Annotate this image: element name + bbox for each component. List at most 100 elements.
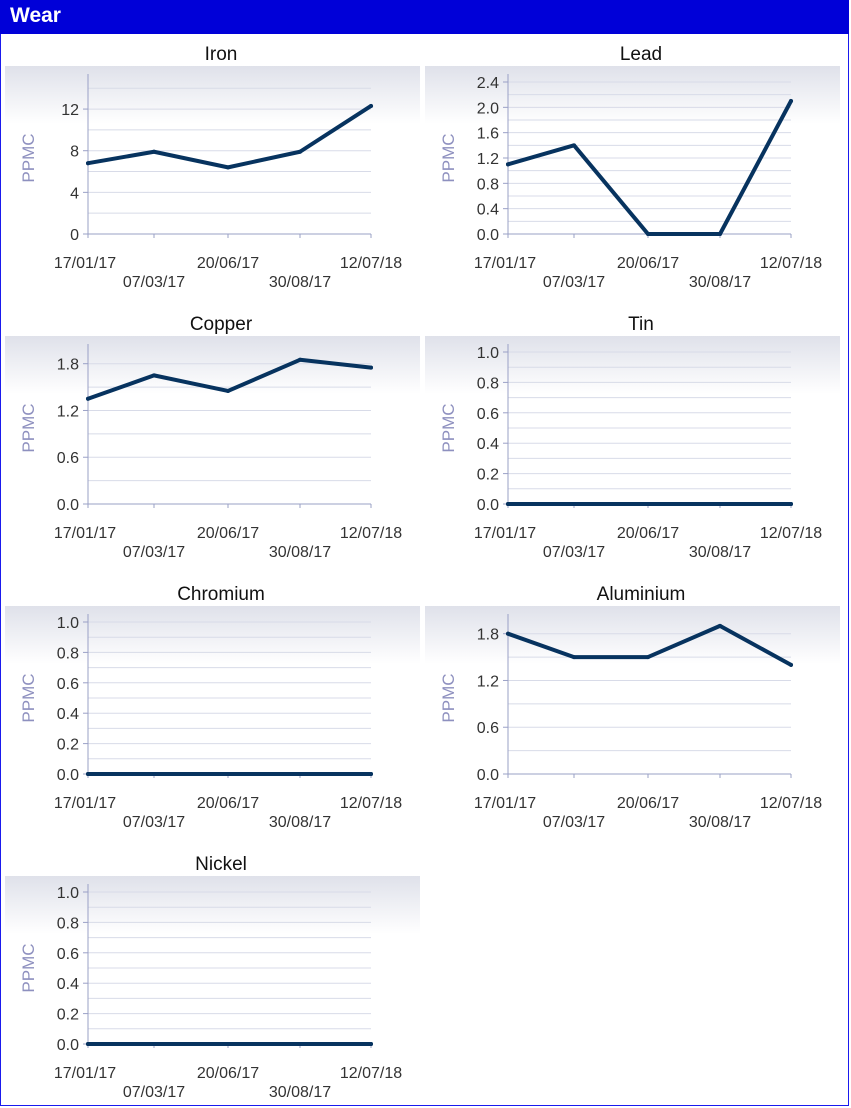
data-point — [298, 1042, 302, 1046]
x-tick-label: 30/08/17 — [689, 814, 751, 831]
y-tick-label: 0.6 — [57, 450, 79, 467]
data-point — [226, 165, 230, 170]
x-tick-label: 20/06/17 — [197, 795, 259, 812]
chart-aluminium: Aluminium 0.0 0.6 1.2 1.8 PPMC 17/01/17 07/03/1… — [425, 584, 840, 831]
data-point — [152, 1042, 156, 1046]
chart-background — [5, 606, 420, 664]
y-tick-label: 0.8 — [57, 915, 79, 932]
y-tick-label: 0.0 — [57, 497, 79, 514]
y-tick-label: 0.0 — [477, 227, 499, 244]
x-tick-label: 17/01/17 — [474, 525, 536, 542]
chart-background — [5, 66, 420, 124]
y-tick-label: 0.0 — [477, 497, 499, 514]
data-point — [226, 772, 230, 776]
chart-title: Copper — [190, 314, 253, 335]
y-axis-label: PPMC — [439, 133, 458, 182]
data-point — [226, 388, 230, 393]
y-tick-label: 1.8 — [57, 357, 79, 374]
data-point — [506, 162, 510, 167]
data-point — [369, 365, 373, 370]
chart-title: Chromium — [177, 584, 265, 605]
y-axis-label: PPMC — [439, 403, 458, 452]
x-tick-label: 17/01/17 — [54, 795, 116, 812]
data-point — [572, 502, 576, 506]
chart-iron: Iron 0 4 8 12 PPMC 17/01/17 07/03/17 20/06/17 30/… — [5, 44, 420, 291]
y-tick-label: 1.2 — [477, 151, 499, 168]
y-tick-label: 8 — [70, 144, 79, 161]
chart-lead: Lead 0.0 0.4 0.8 1.2 1.6 2.0 2.4 PPMC 17/01/17 07/… — [425, 44, 840, 291]
x-tick-label: 20/06/17 — [617, 795, 679, 812]
x-tick-label: 07/03/17 — [543, 544, 605, 561]
x-tick-label: 17/01/17 — [54, 1065, 116, 1082]
y-tick-label: 0.4 — [57, 976, 79, 993]
data-point — [718, 502, 722, 506]
x-tick-label: 12/07/18 — [340, 795, 402, 812]
data-point — [572, 143, 576, 148]
y-tick-label: 12 — [61, 102, 79, 119]
y-tick-label: 0.2 — [57, 737, 79, 754]
data-point — [86, 396, 90, 401]
y-tick-label: 0.4 — [477, 436, 499, 453]
x-tick-label: 07/03/17 — [543, 274, 605, 291]
x-tick-label: 17/01/17 — [54, 255, 116, 272]
x-tick-label: 12/07/18 — [340, 255, 402, 272]
data-point — [646, 232, 650, 236]
chart-copper: Copper 0.0 0.6 1.2 1.8 PPMC 17/01/17 07/03/17 20… — [5, 314, 420, 561]
y-tick-label: 1.2 — [57, 403, 79, 420]
x-tick-label: 17/01/17 — [54, 525, 116, 542]
y-tick-label: 0.8 — [477, 176, 499, 193]
y-tick-label: 0.6 — [477, 720, 499, 737]
x-tick-label: 07/03/17 — [123, 274, 185, 291]
y-tick-label: 1.0 — [57, 615, 79, 632]
y-tick-label: 0.2 — [57, 1007, 79, 1024]
y-axis-label: PPMC — [19, 403, 38, 452]
y-tick-label: 0.0 — [57, 767, 79, 784]
chart-tin: Tin 0.0 0.2 0.4 0.6 0.8 1.0 PPMC 17/01/17 07/03/1… — [425, 314, 840, 561]
x-tick-label: 07/03/17 — [123, 544, 185, 561]
data-point — [226, 1042, 230, 1046]
y-tick-label: 0.4 — [57, 706, 79, 723]
chart-title: Tin — [628, 314, 654, 335]
y-tick-label: 1.6 — [477, 126, 499, 143]
y-axis-label: PPMC — [19, 133, 38, 182]
y-tick-label: 1.0 — [477, 345, 499, 362]
y-tick-label: 0.4 — [477, 202, 499, 219]
x-tick-label: 30/08/17 — [269, 814, 331, 831]
x-tick-label: 12/07/18 — [760, 525, 822, 542]
data-point — [298, 149, 302, 154]
x-tick-label: 12/07/18 — [340, 525, 402, 542]
x-tick-label: 20/06/17 — [197, 1065, 259, 1082]
x-tick-label: 30/08/17 — [269, 544, 331, 561]
y-tick-label: 0.8 — [477, 375, 499, 392]
data-point — [86, 161, 90, 166]
x-tick-label: 07/03/17 — [543, 814, 605, 831]
y-tick-label: 1.8 — [477, 627, 499, 644]
chart-title: Iron — [205, 44, 238, 65]
data-point — [369, 1042, 373, 1046]
y-axis-label: PPMC — [19, 943, 38, 992]
data-point — [789, 662, 793, 667]
data-point — [298, 357, 302, 362]
y-tick-label: 0.6 — [57, 946, 79, 963]
y-axis-label: PPMC — [439, 673, 458, 722]
x-tick-label: 30/08/17 — [269, 1084, 331, 1101]
data-point — [718, 232, 722, 236]
section-title: Wear — [10, 4, 61, 27]
data-point — [152, 772, 156, 776]
x-tick-label: 12/07/18 — [760, 795, 822, 812]
chart-title: Aluminium — [597, 584, 686, 605]
y-tick-label: 1.0 — [57, 885, 79, 902]
x-tick-label: 17/01/17 — [474, 255, 536, 272]
data-point — [369, 772, 373, 776]
data-point — [718, 623, 722, 628]
data-point — [506, 631, 510, 636]
y-tick-label: 0.8 — [57, 645, 79, 662]
x-tick-label: 12/07/18 — [760, 255, 822, 272]
x-tick-label: 17/01/17 — [474, 795, 536, 812]
y-tick-label: 2.4 — [477, 75, 499, 92]
data-point — [152, 373, 156, 378]
data-point — [86, 772, 90, 776]
y-tick-label: 0.6 — [57, 676, 79, 693]
chart-title: Lead — [620, 44, 662, 65]
